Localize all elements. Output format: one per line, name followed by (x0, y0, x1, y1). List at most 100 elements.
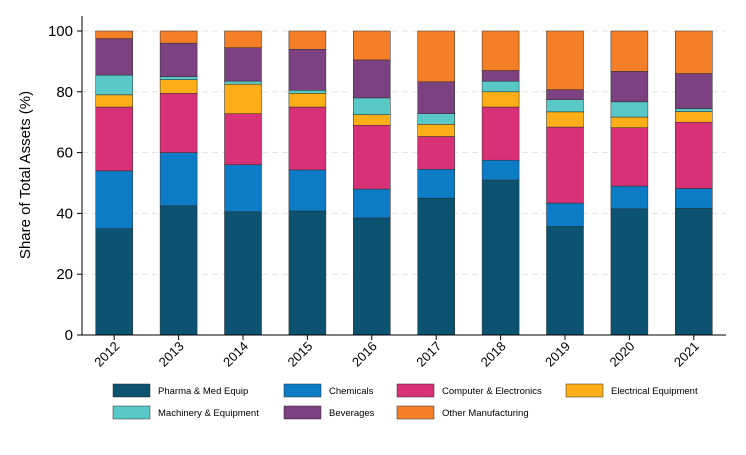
bar-segment (417, 113, 455, 125)
legend: Pharma & Med Equip Chemicals Computer & El… (112, 383, 698, 420)
legend-label: Machinery & Equipment (158, 408, 259, 419)
bar-segment (95, 106, 133, 172)
bar-segment (159, 42, 198, 77)
y-tick-label: 20 (56, 266, 73, 283)
bar-segment (481, 30, 520, 71)
legend-label: Pharma & Med Equip (158, 386, 248, 397)
bar-segment (288, 106, 327, 171)
bar-segment (95, 74, 133, 96)
y-tick-label: 60 (56, 145, 73, 162)
bar-segment (353, 217, 391, 336)
legend-label: Other Manufacturing (442, 408, 529, 419)
bar-segment (417, 169, 455, 199)
bar-segment (288, 30, 327, 50)
bar-segment (224, 80, 262, 85)
bars-layer (95, 30, 713, 336)
bar-segment (224, 113, 262, 166)
bar-segment (546, 30, 584, 90)
legend-swatch (112, 405, 151, 420)
bar-segment (675, 111, 713, 123)
bar-segment (159, 76, 198, 80)
bar-segment (417, 81, 455, 114)
x-tick-label: 2014 (220, 339, 251, 370)
bar-segment (353, 97, 391, 115)
bar-segment (224, 83, 262, 114)
bar-segment (353, 114, 391, 126)
bar-segment (481, 106, 520, 161)
y-tick-label: 100 (48, 23, 73, 40)
bar-segment (417, 136, 455, 170)
bar-segment (95, 38, 133, 76)
bar-segment (159, 152, 198, 207)
bar-segment (417, 197, 455, 336)
x-tick-label: 2012 (91, 339, 122, 370)
y-tick-label: 0 (65, 327, 73, 344)
x-tick-label: 2018 (478, 339, 509, 370)
bar-segment (353, 30, 391, 61)
bar-segment (95, 228, 133, 336)
bar-segment (288, 90, 327, 94)
legend-label: Computer & Electronics (442, 386, 542, 397)
x-tick-label: 2013 (156, 339, 187, 370)
bar-segment (675, 207, 713, 336)
y-tick-label: 80 (56, 84, 73, 101)
legend-swatch (396, 405, 435, 420)
bar-segment (675, 30, 713, 74)
grid-layer (82, 30, 726, 275)
bar-segment (546, 126, 584, 204)
legend-label: Electrical Equipment (611, 386, 698, 397)
bar-segment (288, 169, 327, 212)
bar-segment (95, 94, 133, 108)
bar-segment (353, 188, 391, 219)
bar-segment (224, 164, 262, 213)
x-tick-label: 2019 (542, 339, 573, 370)
x-tick-label: 2020 (606, 339, 637, 370)
y-axis-title: Share of Total Assets (%) (17, 91, 34, 259)
bar-segment (288, 48, 327, 91)
legend-swatch (283, 405, 322, 420)
bar-segment (159, 93, 198, 153)
bar-segment (675, 188, 713, 209)
bar-segment (675, 121, 713, 189)
legend-swatch (565, 383, 604, 398)
bar-segment (224, 211, 262, 336)
bar-segment (675, 73, 713, 109)
bar-segment (224, 47, 262, 82)
bar-segment (417, 124, 455, 137)
legend-swatch (396, 383, 435, 398)
bar-segment (546, 99, 584, 113)
bar-segment (417, 30, 455, 83)
bar-segment (95, 170, 133, 229)
bar-segment (675, 108, 713, 112)
bar-segment (353, 59, 391, 99)
bar-segment (481, 91, 520, 108)
legend-swatch (283, 383, 322, 398)
bar-segment (610, 116, 649, 128)
legend-swatch (112, 383, 151, 398)
bar-segment (610, 127, 649, 187)
bar-segment (481, 159, 520, 181)
bar-segment (610, 71, 649, 103)
x-tick-label: 2021 (671, 339, 702, 370)
bar-segment (288, 93, 327, 108)
bar-segment (481, 80, 520, 93)
bar-segment (481, 70, 520, 82)
x-tick-label: 2016 (349, 339, 380, 370)
bar-segment (95, 30, 133, 39)
x-tick-label: 2017 (413, 339, 444, 370)
bar-segment (610, 101, 649, 118)
bar-segment (159, 79, 198, 94)
x-tick-label: 2015 (284, 339, 315, 370)
bar-segment (610, 185, 649, 210)
bar-segment (546, 202, 584, 227)
legend-label: Beverages (329, 408, 375, 419)
bar-segment (546, 89, 584, 100)
bar-segment (159, 30, 198, 44)
bar-segment (224, 30, 262, 48)
y-tick-label: 40 (56, 205, 73, 222)
bar-segment (159, 205, 198, 336)
bar-segment (610, 208, 649, 336)
legend-label: Chemicals (329, 386, 374, 397)
